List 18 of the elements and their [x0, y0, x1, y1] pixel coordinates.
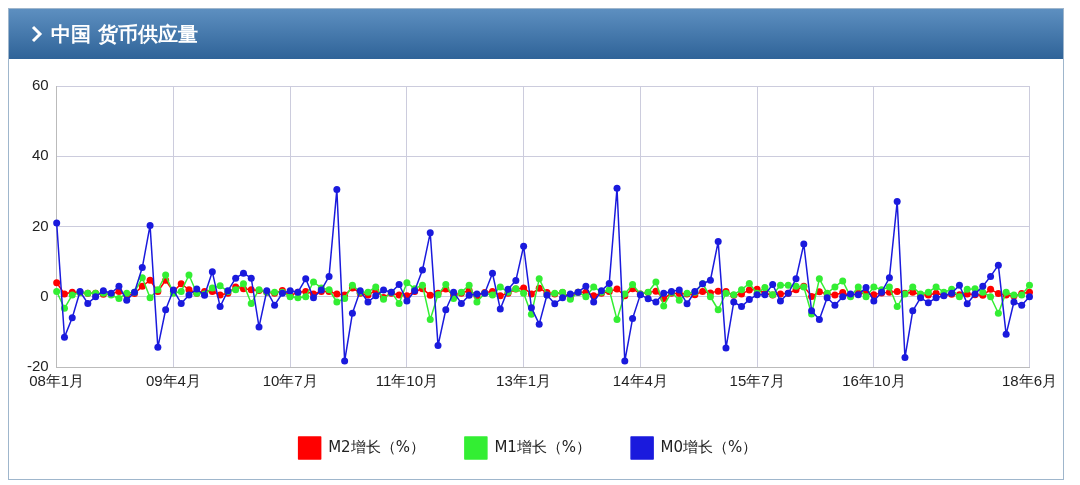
- legend-label: M1增长（%）: [494, 437, 592, 456]
- x-tick-label: 08年1月: [29, 372, 85, 390]
- y-tick-label: 60: [31, 76, 49, 94]
- x-tick-label: 14年4月: [612, 372, 668, 390]
- y-tick-label: 40: [31, 146, 49, 164]
- x-tick-label: 11年10月: [375, 372, 439, 390]
- chart-title: 中国 货币供应量: [51, 20, 198, 48]
- legend-label: M2增长（%）: [328, 437, 425, 456]
- x-tick-label: 13年1月: [496, 372, 552, 390]
- legend-label: M0增长（%）: [660, 437, 758, 456]
- x-tick-label: 18年6月: [1001, 372, 1057, 390]
- x-tick-label: 09年4月: [145, 372, 201, 390]
- y-tick-label: 20: [31, 216, 49, 234]
- x-tick-label: 15年7月: [729, 372, 785, 390]
- y-tick-label: -20: [26, 357, 49, 375]
- x-tick-label: 16年10月: [842, 372, 906, 390]
- y-tick-label: 0: [40, 286, 49, 304]
- x-tick-label: 10年7月: [262, 372, 318, 390]
